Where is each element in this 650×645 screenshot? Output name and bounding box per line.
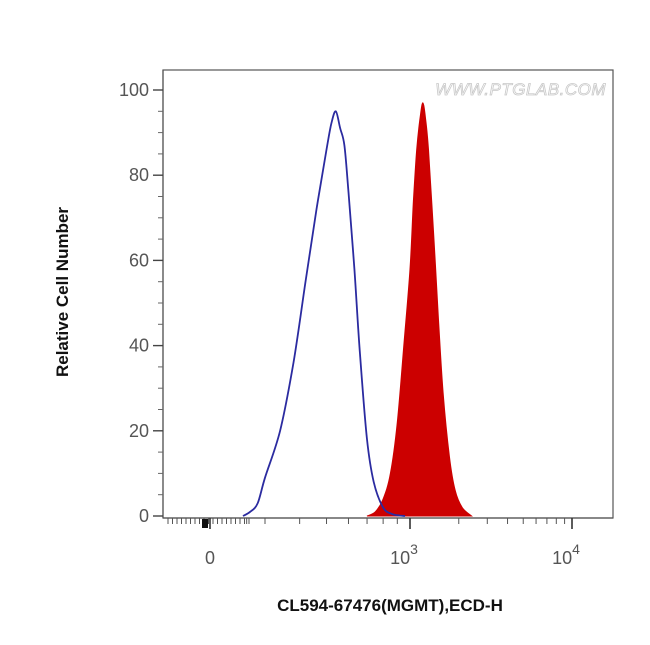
x-tick-exponent: 4 <box>572 541 580 557</box>
series-sample-area <box>366 102 473 517</box>
y-tick-label: 40 <box>129 336 149 356</box>
watermark: WWW.PTGLAB.COM <box>435 80 606 99</box>
y-axis-title: Relative Cell Number <box>53 207 72 377</box>
x-tick-exponent: 3 <box>410 541 418 557</box>
series-layer <box>242 102 473 517</box>
y-tick-label: 80 <box>129 165 149 185</box>
x-tick-label: 104 <box>552 541 580 568</box>
y-tick-label: 0 <box>139 506 149 526</box>
x-axis-title: CL594-67476(MGMT),ECD-H <box>277 596 503 615</box>
x-zero-cluster <box>202 519 208 528</box>
x-tick-label: 103 <box>390 541 418 568</box>
x-axis: 0 103 104 <box>163 517 613 568</box>
series-control-line <box>242 110 406 517</box>
plot-frame <box>162 69 614 519</box>
y-tick-label: 100 <box>119 80 149 100</box>
y-axis: 0 20 40 60 80 100 <box>119 70 164 526</box>
y-tick-label: 60 <box>129 250 149 270</box>
x-tick-label: 0 <box>205 548 215 568</box>
y-tick-label: 20 <box>129 421 149 441</box>
